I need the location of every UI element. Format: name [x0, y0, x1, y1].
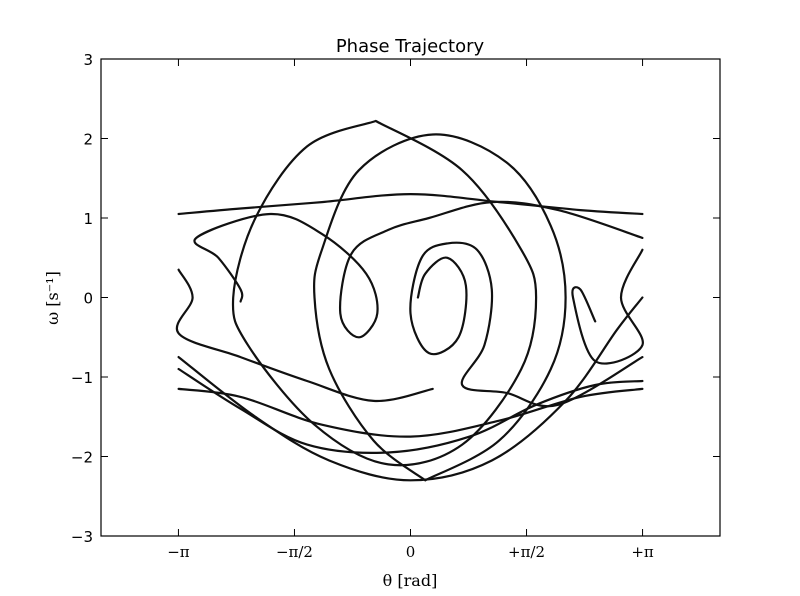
y-tick-label: −1 [71, 369, 93, 387]
trajectory-rotation-upper [177, 193, 644, 216]
x-tick-label: 0 [406, 543, 416, 561]
x-axis-ticks: −π −π/2 0 +π/2 +π [167, 59, 654, 561]
x-tick-label: +π/2 [508, 543, 545, 561]
y-tick-label: 2 [83, 131, 93, 149]
y-tick-label: −2 [71, 449, 93, 467]
trajectory-series-group [175, 119, 644, 482]
y-axis-label: ω [s⁻¹] [43, 271, 62, 325]
trajectory-spiral-left [193, 200, 644, 339]
trajectory-outer-swing [177, 296, 644, 482]
trajectory-large-oscillation-b [312, 133, 567, 482]
trajectory-separatrix-left [175, 268, 434, 403]
y-axis-ticks: −3 −2 −1 0 1 2 3 [71, 51, 720, 546]
trajectory-lower-band [177, 367, 644, 454]
y-tick-label: 1 [83, 210, 93, 228]
trajectory-separatrix-right [571, 248, 644, 365]
trajectory-large-oscillation-a [231, 119, 538, 467]
y-tick-label: 3 [83, 51, 93, 69]
x-axis-label: θ [rad] [383, 571, 438, 590]
x-tick-label: +π [631, 543, 654, 561]
y-tick-label: −3 [71, 528, 93, 546]
chart-title: Phase Trajectory [336, 36, 485, 57]
y-tick-label: 0 [83, 290, 93, 308]
x-tick-label: −π/2 [276, 543, 313, 561]
trajectory-spiral-right [409, 241, 644, 408]
x-tick-label: −π [167, 543, 190, 561]
